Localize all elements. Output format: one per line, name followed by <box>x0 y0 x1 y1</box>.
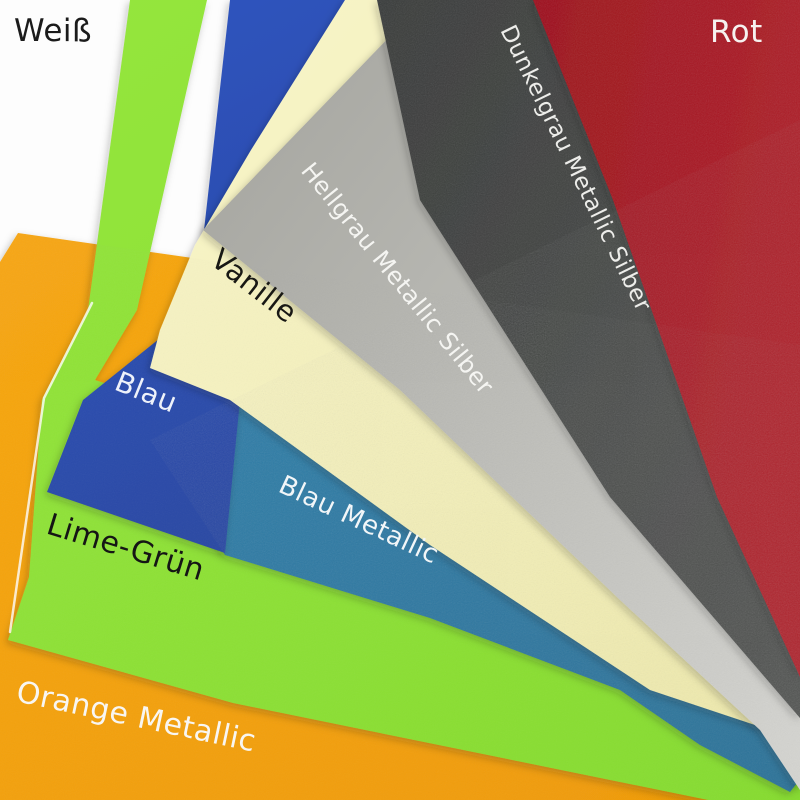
label-weiss: Weiß <box>14 13 92 49</box>
grain-orange-metallic <box>0 233 800 800</box>
label-rot: Rot <box>710 14 763 50</box>
